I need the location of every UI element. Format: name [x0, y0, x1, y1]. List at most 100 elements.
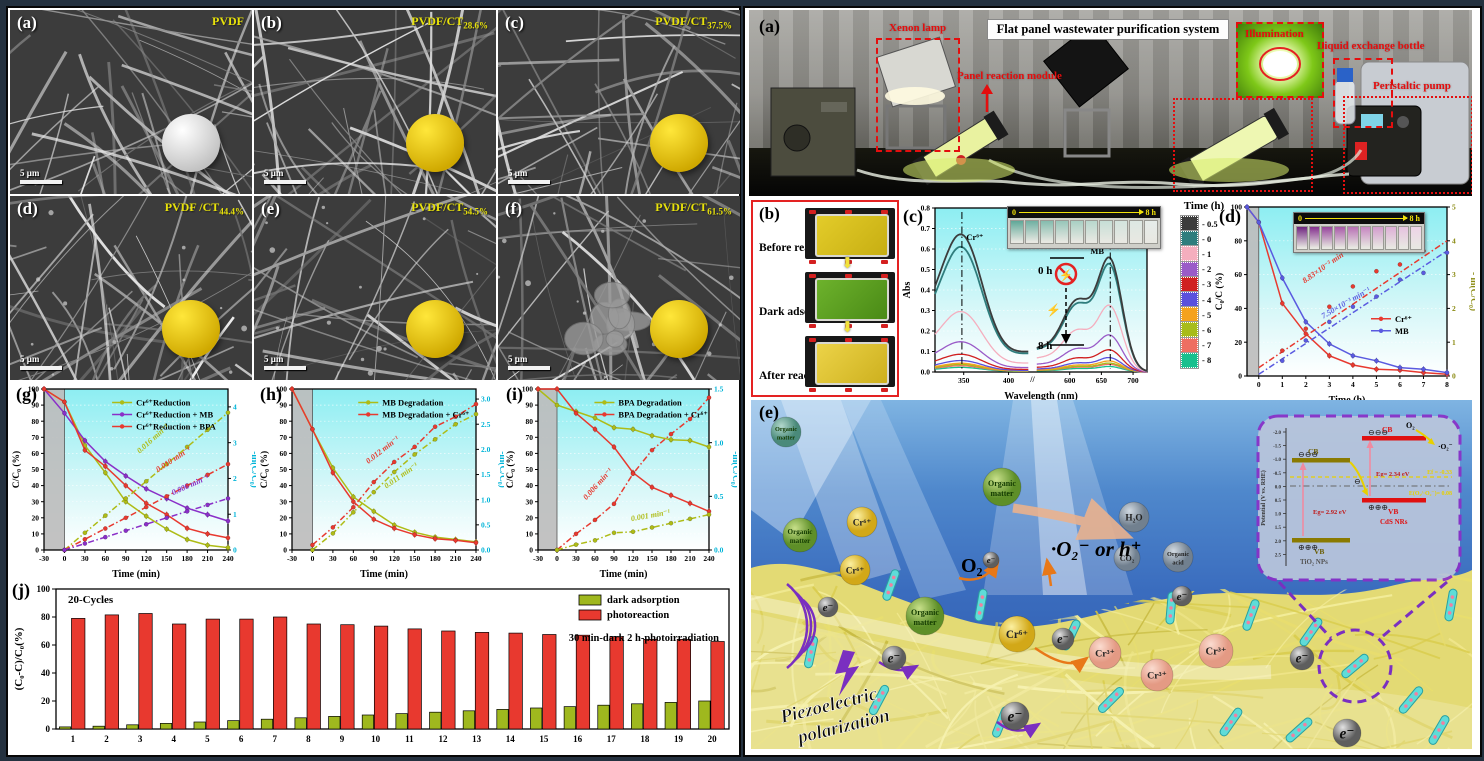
panel-letter: (e) — [261, 199, 280, 218]
colorbar-entry: - 0.5 — [1180, 215, 1233, 233]
svg-text:15: 15 — [539, 734, 549, 744]
svg-text:0: 0 — [233, 546, 237, 555]
svg-text:70: 70 — [32, 433, 40, 442]
cds-nanorods — [804, 569, 1458, 745]
svg-text:180: 180 — [429, 554, 441, 563]
svg-text:0.5: 0.5 — [714, 492, 724, 501]
svg-text:CB: CB — [1308, 447, 1318, 456]
chart-mb-degradation: 0 10 20 30 40 50 60 70 80 90 100 0.0 0.5 1.0 1.5 2.0 2.5… — [259, 385, 504, 580]
sample-sphere — [406, 300, 464, 358]
sample-label: PVDF — [212, 14, 244, 28]
colorbar-entry: - 0 — [1180, 230, 1233, 248]
svg-text:1.5: 1.5 — [1275, 526, 1282, 531]
svg-text:3: 3 — [233, 438, 237, 447]
svg-text:MB Degradation + Cr⁶⁺: MB Degradation + Cr⁶⁺ — [382, 409, 469, 419]
svg-text:C₀/C (%): C₀/C (%) — [1214, 273, 1225, 310]
svg-text:Organic: Organic — [1167, 551, 1189, 558]
svg-text:matter: matter — [777, 434, 795, 441]
svg-text:1: 1 — [1280, 380, 1284, 389]
sem-image-d: (d) PVDF /CT44.4% 5 μm — [10, 196, 252, 380]
colorbar-entry: - 4 — [1180, 291, 1233, 309]
illumination-inset — [1236, 22, 1324, 98]
svg-text:MB: MB — [1090, 246, 1104, 256]
svg-text:TiO₂ NPs: TiO₂ NPs — [1300, 558, 1328, 566]
svg-text:E(O₂/·O₂⁻)= 0.08: E(O₂/·O₂⁻)= 0.08 — [1409, 490, 1452, 497]
svg-text:0: 0 — [1257, 380, 1261, 389]
svg-text:10: 10 — [280, 530, 288, 539]
svg-text:2: 2 — [104, 734, 109, 744]
svg-text:40: 40 — [280, 481, 288, 490]
bubble-H₂O: H₂O — [1118, 501, 1150, 533]
svg-text:6: 6 — [239, 734, 244, 744]
panel-letter-b2: (b) — [759, 204, 780, 223]
svg-text:0.4: 0.4 — [921, 286, 931, 295]
svg-text:20: 20 — [280, 513, 288, 522]
svg-text:matter: matter — [990, 489, 1013, 498]
sample-sphere — [650, 300, 708, 358]
svg-text:Time (min): Time (min) — [360, 569, 408, 580]
svg-text:Cr³⁺: Cr³⁺ — [1206, 647, 1227, 658]
svg-text:13: 13 — [472, 734, 482, 744]
svg-text:Potential (V vs. RHE): Potential (V vs. RHE) — [1260, 470, 1267, 526]
reaction-steps-panel: (b) Before reaction: Dark adsorption: Af… — [751, 200, 899, 397]
svg-text:40: 40 — [1235, 304, 1243, 313]
bottle-box — [1333, 58, 1393, 128]
svg-text:0.5: 0.5 — [921, 265, 931, 274]
svg-text:Wavelength (nm): Wavelength (nm) — [1004, 391, 1078, 402]
band-diagram-inset: -2.0 -1.5 -1.0 -0.5 0.0 0.5 1.0 1.5 2.0 2.5 Poten… — [1256, 414, 1462, 582]
svg-text:C/C₀ (%): C/C₀ (%) — [259, 451, 270, 488]
svg-text:20: 20 — [526, 513, 534, 522]
panel-letter: (c) — [505, 13, 524, 32]
svg-text:⚡: ⚡ — [1046, 303, 1061, 317]
svg-text:VB: VB — [1314, 547, 1324, 556]
svg-text:3: 3 — [1452, 270, 1456, 279]
svg-text:0.1: 0.1 — [921, 347, 931, 356]
svg-text:Cr⁶⁺: Cr⁶⁺ — [1006, 629, 1028, 641]
svg-text:C/C₀ (%): C/C₀ (%) — [11, 451, 22, 488]
svg-text:0: 0 — [1238, 372, 1242, 381]
svg-text:80: 80 — [526, 417, 534, 426]
svg-text:e⁻: e⁻ — [823, 602, 834, 614]
svg-text:60: 60 — [280, 449, 288, 458]
svg-text:40: 40 — [526, 481, 534, 490]
svg-text:600: 600 — [1064, 376, 1076, 385]
svg-text:30: 30 — [572, 554, 580, 563]
svg-text:20: 20 — [1235, 338, 1243, 347]
svg-text:70: 70 — [526, 433, 534, 442]
svg-text:30: 30 — [329, 554, 337, 563]
illumination-label: Illumination — [1245, 28, 1304, 40]
svg-text:3: 3 — [138, 734, 143, 744]
svg-text:150: 150 — [409, 554, 421, 563]
svg-text:120: 120 — [389, 554, 401, 563]
svg-text:Cr⁶⁺Reduction + BPA: Cr⁶⁺Reduction + BPA — [136, 421, 217, 431]
sample-label: PVDF/CT37.5% — [655, 14, 732, 31]
sample-label: PVDF/CT61.5% — [655, 200, 732, 217]
svg-text:1.5: 1.5 — [481, 470, 491, 479]
bubble-Cr³⁺: Cr³⁺ — [1140, 658, 1174, 692]
sem-image-f: (f) PVDF/CT61.5% 5 μm — [498, 196, 740, 380]
svg-text:-30: -30 — [39, 554, 49, 563]
pump-box — [1343, 96, 1472, 194]
svg-text:0.0: 0.0 — [1275, 485, 1282, 490]
svg-text:350: 350 — [958, 376, 970, 385]
svg-text:Cr⁶⁺: Cr⁶⁺ — [966, 232, 983, 242]
panel-letter: (d) — [17, 199, 38, 218]
bubble-Organic matter: Organicmatter — [982, 467, 1022, 507]
panel-letter-h: (h) — [260, 384, 282, 404]
bubble-Organic matter: Organicmatter — [770, 416, 802, 448]
svg-text:19: 19 — [674, 734, 684, 744]
svg-text:⊖: ⊖ — [1354, 477, 1361, 486]
svg-text:8 h: 8 h — [1038, 340, 1052, 352]
svg-text:0.0: 0.0 — [714, 546, 724, 555]
svg-text:14: 14 — [506, 734, 516, 744]
svg-text:16: 16 — [573, 734, 583, 744]
svg-text:0 h: 0 h — [1038, 265, 1052, 277]
down-arrow-icon: ⬇ — [841, 320, 854, 336]
svg-text:240: 240 — [222, 554, 234, 563]
sem-image-e: (e) PVDF/CT54.5% 5 μm — [254, 196, 496, 380]
svg-text:240: 240 — [703, 554, 715, 563]
svg-text:240: 240 — [470, 554, 482, 563]
